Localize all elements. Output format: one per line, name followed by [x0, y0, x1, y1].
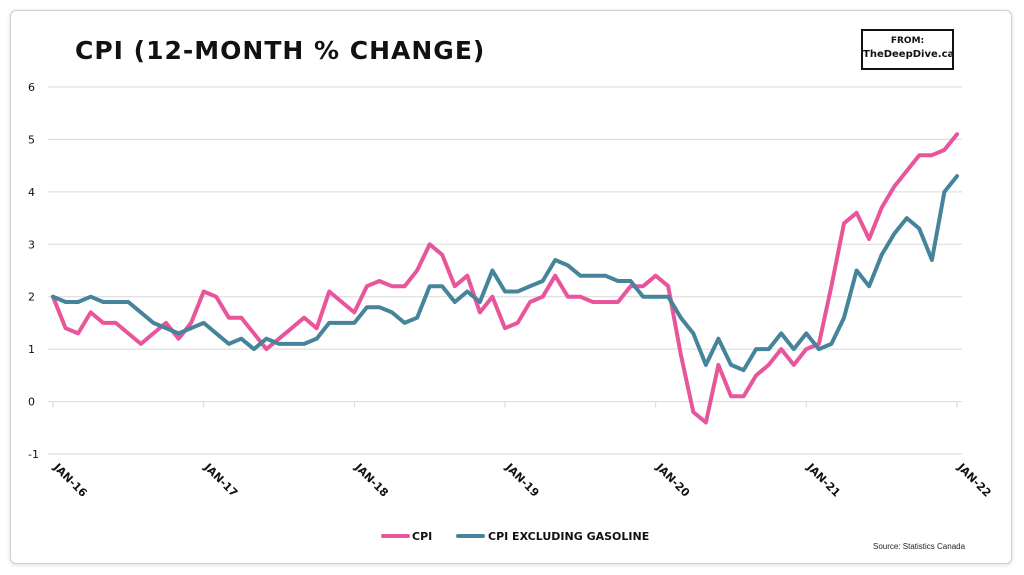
y-tick-label: -1 — [28, 448, 39, 461]
y-tick-label: 0 — [28, 396, 35, 409]
y-tick-label: 1 — [28, 343, 35, 356]
y-tick-label: 5 — [28, 133, 35, 146]
legend-label-cpi: CPI — [412, 530, 432, 543]
source-attribution-box: FROM: TheDeepDive.ca — [861, 29, 954, 70]
x-tick-label: JAN-22 — [954, 460, 993, 499]
source-box-site: TheDeepDive.ca — [863, 49, 955, 60]
y-tick-label: 2 — [28, 291, 35, 304]
x-tick-label: JAN-21 — [804, 460, 843, 499]
x-tick-label: JAN-17 — [201, 460, 240, 499]
source-note: Source: Statistics Canada — [873, 542, 966, 551]
legend-label-cpi-ex-gasoline: CPI EXCLUDING GASOLINE — [488, 530, 649, 543]
y-tick-label: 4 — [28, 186, 35, 199]
y-tick-label: 3 — [28, 238, 35, 251]
x-tick-label: JAN-18 — [352, 460, 391, 499]
chart-title: CPI (12-MONTH % CHANGE) — [75, 36, 486, 65]
source-box-from: FROM: — [890, 36, 925, 46]
cpi-ex-gasoline-series-line — [51, 174, 959, 373]
y-tick-label: 6 — [28, 81, 35, 94]
chart-frame — [10, 10, 1012, 564]
x-tick-label: JAN-20 — [653, 460, 693, 500]
x-tick-label: JAN-16 — [50, 460, 90, 500]
x-tick-label: JAN-19 — [502, 460, 541, 499]
cpi-series-line — [51, 132, 959, 425]
